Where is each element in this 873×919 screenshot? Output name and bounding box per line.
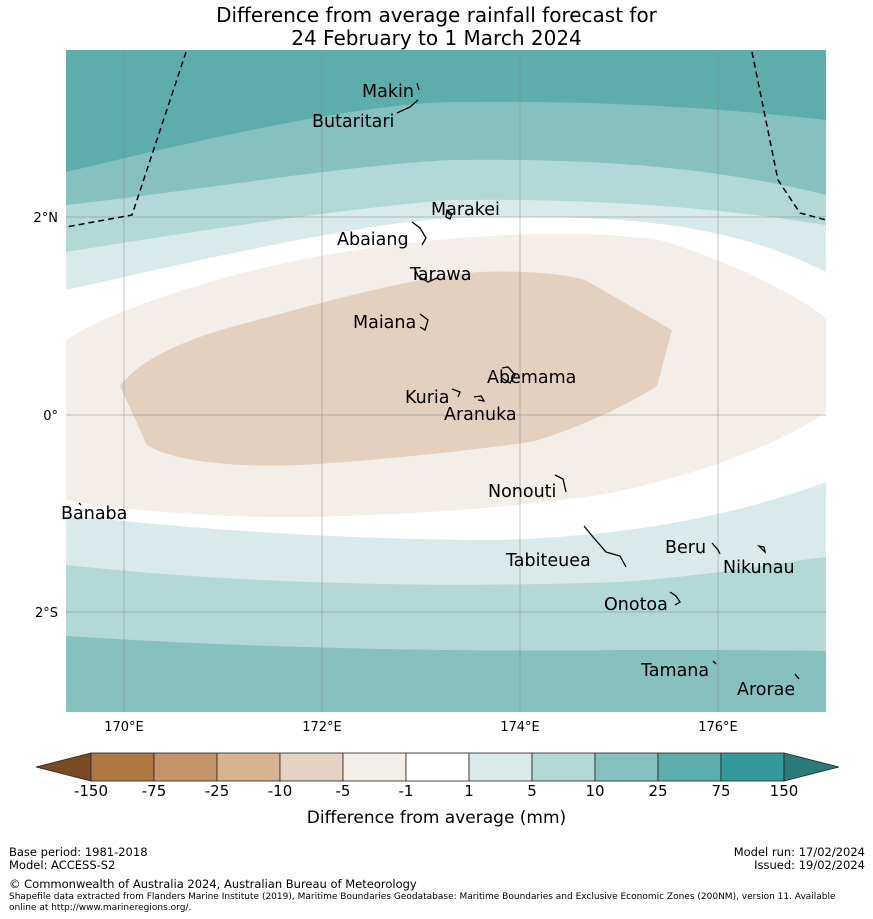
colorbar-segment-10 [657, 752, 722, 782]
label-onotoa: Onotoa [604, 595, 668, 615]
label-marakei: Marakei [431, 200, 500, 220]
label-makin: Makin [362, 82, 414, 102]
island-kuria-shape [451, 388, 461, 398]
colorbar-extend-high [783, 752, 840, 782]
model-run: Model run: 17/02/2024 [733, 845, 865, 859]
island-marakei-shape [445, 208, 453, 220]
title-line-2: 24 February to 1 March 2024 [291, 26, 582, 50]
island-outlines [78, 82, 800, 680]
colorbar-segment-9 [594, 752, 659, 782]
island-arorae-shape [794, 673, 800, 680]
footer-right: Model run: 17/02/2024 Issued: 19/02/2024 [734, 846, 865, 872]
label-nikunau: Nikunau [723, 558, 795, 578]
model-name: Model: ACCESS-S2 [9, 858, 116, 872]
colorbar-segment-7 [468, 752, 533, 782]
island-abaiang-shape [411, 221, 427, 246]
label-tarawa: Tarawa [409, 265, 471, 285]
eez-boundary-west [66, 51, 187, 228]
colorbar-tick: -25 [204, 782, 230, 800]
colorbar-tick: -5 [335, 782, 351, 800]
island-maiana-shape [419, 313, 429, 331]
colorbar-tick: -1 [398, 782, 414, 800]
colorbar [35, 752, 840, 782]
colorbar-tick: 150 [769, 782, 799, 800]
label-butaritari: Butaritari [312, 112, 394, 132]
label-arorae: Arorae [737, 680, 795, 700]
colorbar-tick: 75 [711, 782, 731, 800]
island-nonouti-shape [554, 474, 567, 493]
label-aranuka: Aranuka [444, 405, 517, 425]
band-minus5-minus10 [120, 271, 672, 466]
label-abemama: Abemama [487, 368, 576, 388]
shapefile-credit-line-1: Shapefile data extracted from Flanders M… [9, 892, 836, 902]
label-beru: Beru [665, 538, 706, 558]
colorbar-tick: 10 [585, 782, 605, 800]
island-beru-shape [711, 542, 721, 555]
lat-label-0: 0° [43, 409, 58, 424]
colorbar-segment-1 [90, 752, 155, 782]
gridlines [66, 50, 826, 712]
colorbar-axis-title: Difference from average (mm) [306, 808, 567, 828]
band-10-25-south [66, 636, 826, 712]
shapefile-credit-line-2: online at http://www.marineregions.org/. [9, 903, 192, 913]
label-banaba: Banaba [61, 504, 127, 524]
colorbar-segment-6 [405, 752, 470, 782]
island-abemama-shape [501, 366, 516, 384]
lon-label-170E: 170°E [104, 720, 144, 735]
colorbar-segment-2 [153, 752, 218, 782]
island-tarawa-shape [413, 266, 438, 283]
lon-label-174E: 174°E [500, 720, 540, 735]
copyright: © Commonwealth of Australia 2024, Austra… [9, 877, 417, 891]
island-tamana-shape [712, 660, 717, 665]
label-tabiteuea: Tabiteuea [505, 551, 591, 571]
axis-labels: 2°N 0° 2°S 170°E 172°E 174°E 176°E [34, 211, 738, 735]
label-kuria: Kuria [405, 388, 449, 408]
label-abaiang: Abaiang [337, 230, 409, 250]
lat-label-2N: 2°N [34, 211, 59, 226]
map-plot-area [66, 50, 826, 712]
base-period: Base period: 1981-2018 [9, 845, 148, 859]
lon-label-176E: 176°E [698, 720, 738, 735]
island-nikunau-shape [757, 544, 767, 554]
colorbar-tick: 25 [648, 782, 668, 800]
label-nonouti: Nonouti [488, 482, 556, 502]
colorbar-tick: -10 [267, 782, 293, 800]
chart-title: Difference from average rainfall forecas… [0, 4, 873, 50]
label-tamana: Tamana [640, 661, 709, 681]
colorbar-tick: 1 [464, 782, 474, 800]
island-tabiteuea-shape [583, 525, 627, 568]
place-labels: Makin Butaritari Marakei Abaiang Tarawa … [61, 82, 795, 700]
colorbar-segment-4 [279, 752, 344, 782]
colorbar-extend-low [35, 752, 92, 782]
eez-boundaries [66, 51, 826, 228]
shapefile-credit: Shapefile data extracted from Flanders M… [9, 892, 869, 914]
colorbar-segment-8 [531, 752, 596, 782]
colorbar-tick: 5 [527, 782, 537, 800]
colorbar-segment-5 [342, 752, 407, 782]
island-onotoa-shape [669, 591, 681, 606]
colorbar-segment-3 [216, 752, 281, 782]
eez-boundary-east [751, 51, 826, 221]
footer-left: Base period: 1981-2018 Model: ACCESS-S2 [9, 846, 148, 872]
colorbar-tick: -150 [73, 782, 109, 800]
lon-label-172E: 172°E [302, 720, 342, 735]
colorbar-tick: -75 [141, 782, 167, 800]
island-makin-shape [396, 82, 420, 114]
label-maiana: Maiana [353, 313, 416, 333]
title-line-1: Difference from average rainfall forecas… [216, 3, 657, 27]
issued-date: Issued: 19/02/2024 [754, 858, 865, 872]
island-aranuka-shape [473, 395, 486, 402]
colorbar-segment-11 [720, 752, 785, 782]
lat-label-2S: 2°S [35, 606, 58, 621]
island-banaba-shape [78, 502, 82, 506]
